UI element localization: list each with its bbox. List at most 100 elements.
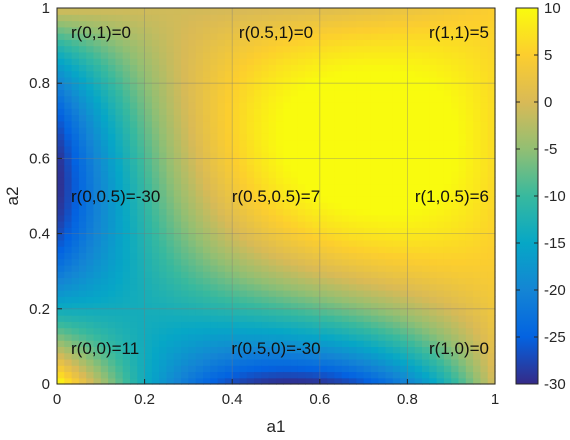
heatmap-cell <box>261 170 270 178</box>
heatmap-cell <box>137 170 146 178</box>
heatmap-cell <box>392 133 401 141</box>
heatmap-cell <box>283 290 292 297</box>
heatmap-cell <box>268 20 277 28</box>
heatmap-cell <box>341 196 350 203</box>
heatmap-cell <box>137 371 146 379</box>
heatmap-cell <box>378 365 387 373</box>
heatmap-cell <box>392 321 401 329</box>
heatmap-cell <box>276 258 284 266</box>
heatmap-cell <box>458 352 467 360</box>
heatmap-cell <box>188 76 197 84</box>
heatmap-cell <box>312 164 321 172</box>
heatmap-cell <box>334 189 343 197</box>
heatmap-cell <box>356 114 365 122</box>
heatmap-cell <box>370 277 379 285</box>
heatmap-cell <box>144 183 153 191</box>
heatmap-cell <box>93 145 102 153</box>
heatmap-cell <box>385 145 394 153</box>
heatmap-cell <box>378 189 387 197</box>
heatmap-cell <box>261 189 270 197</box>
heatmap-cell <box>217 20 226 28</box>
heatmap-cell <box>71 252 80 260</box>
heatmap-cell <box>363 239 372 247</box>
heatmap-cell <box>151 239 160 247</box>
heatmap-cell <box>86 271 95 279</box>
heatmap-cell <box>283 58 292 65</box>
heatmap-cell <box>115 333 124 341</box>
heatmap-cell <box>86 158 95 166</box>
heatmap-cell <box>429 233 438 241</box>
heatmap-cell <box>363 308 372 316</box>
heatmap-cell <box>188 377 197 385</box>
heatmap-cell <box>159 290 168 297</box>
heatmap-cell <box>144 308 153 316</box>
heatmap-cell <box>414 51 423 59</box>
heatmap-cell <box>159 58 168 65</box>
heatmap-cell <box>100 252 109 260</box>
heatmap-cell <box>210 152 219 159</box>
heatmap-cell <box>283 145 292 153</box>
heatmap-cell <box>436 189 445 197</box>
heatmap-cell <box>392 371 401 379</box>
heatmap-cell <box>246 58 255 65</box>
heatmap-cell <box>443 26 452 34</box>
heatmap-cell <box>458 83 467 91</box>
heatmap-cell <box>232 158 241 166</box>
heatmap-cell <box>64 365 73 373</box>
heatmap-cell <box>385 133 394 141</box>
heatmap-cell <box>239 20 248 28</box>
heatmap-cell <box>78 189 87 197</box>
heatmap-cell <box>210 8 219 15</box>
heatmap-cell <box>166 64 175 72</box>
heatmap-cell <box>239 189 248 197</box>
heatmap-cell <box>319 139 328 147</box>
heatmap-cell <box>312 108 321 116</box>
heatmap-cell <box>181 196 189 203</box>
heatmap-cell <box>487 340 496 347</box>
heatmap-cell <box>319 170 328 178</box>
heatmap-cell <box>436 290 445 297</box>
heatmap-cell <box>283 183 292 191</box>
heatmap-cell <box>166 283 175 291</box>
heatmap-cell <box>188 64 197 72</box>
heatmap-cell <box>356 108 365 116</box>
heatmap-cell <box>130 170 138 178</box>
heatmap-cell <box>210 290 219 297</box>
heatmap-cell <box>86 352 95 360</box>
heatmap-cell <box>356 33 365 40</box>
heatmap-cell <box>224 271 233 279</box>
heatmap-cell <box>159 102 168 109</box>
heatmap-cell <box>108 8 116 15</box>
heatmap-cell <box>436 246 445 253</box>
heatmap-cell <box>334 208 343 216</box>
heatmap-cell <box>327 45 335 53</box>
heatmap-cell <box>385 14 394 22</box>
heatmap-cell <box>290 252 299 260</box>
heatmap-cell <box>261 221 270 228</box>
heatmap-cell <box>356 170 365 178</box>
heatmap-cell <box>130 158 138 166</box>
heatmap-cell <box>254 258 262 266</box>
heatmap-cell <box>144 120 153 128</box>
heatmap-cell <box>276 246 284 253</box>
heatmap-cell <box>276 133 284 141</box>
heatmap-cell <box>422 208 430 216</box>
heatmap-cell <box>217 8 226 15</box>
heatmap-cell <box>159 120 168 128</box>
heatmap-cell <box>268 189 277 197</box>
heatmap-cell <box>458 214 467 222</box>
heatmap-cell <box>166 152 175 159</box>
heatmap-cell <box>224 246 233 253</box>
heatmap-cell <box>86 246 95 253</box>
heatmap-cell <box>378 158 387 166</box>
heatmap-cell <box>451 196 460 203</box>
heatmap-cell <box>487 164 496 172</box>
heatmap-cell <box>327 221 335 228</box>
heatmap-cell <box>108 333 116 341</box>
heatmap-cell <box>93 321 102 329</box>
colorbar-tick-label: -30 <box>544 376 566 393</box>
heatmap-cell <box>327 365 335 373</box>
heatmap-cell <box>363 127 372 134</box>
heatmap-cell <box>305 246 314 253</box>
heatmap-cell <box>363 139 372 147</box>
